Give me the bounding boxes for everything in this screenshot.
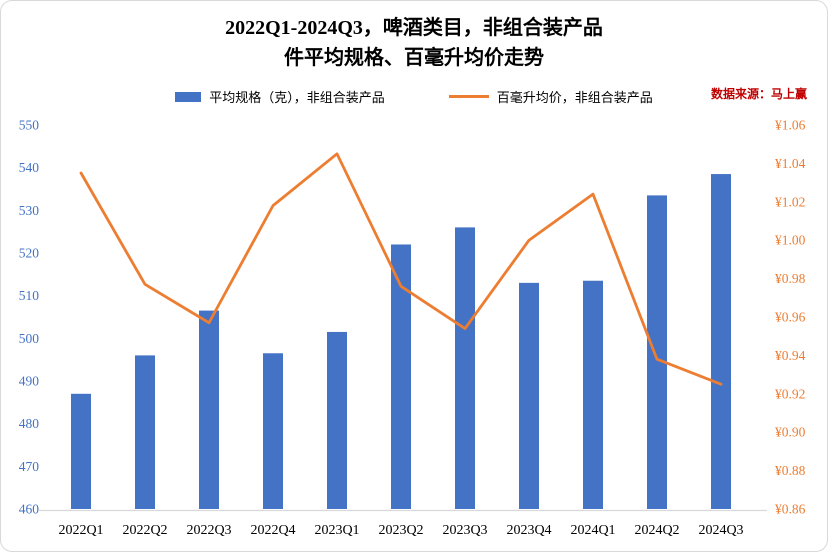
price-line [79, 152, 723, 386]
legend: 平均规格（克），非组合装产品 百毫升均价，非组合装产品 [1, 87, 827, 106]
left-axis-tick-label: 530 [19, 203, 40, 218]
chart-title-line1: 2022Q1-2024Q3，啤酒类目，非组合装产品 [225, 17, 603, 39]
left-axis-tick-label: 520 [19, 246, 40, 261]
line-series-swatch-icon [448, 95, 489, 98]
bar [455, 227, 475, 509]
bar [135, 355, 155, 509]
x-category-label: 2023Q3 [442, 523, 487, 538]
chart-title: 2022Q1-2024Q3，啤酒类目，非组合装产品 件平均规格、百毫升均价走势 [1, 13, 827, 73]
right-axis-tick-label: ¥0.94 [775, 348, 806, 363]
right-axis-tick-label: ¥1.00 [775, 233, 806, 248]
x-category-label: 2023Q2 [378, 523, 423, 538]
source-note: 数据来源：马上赢 [710, 87, 807, 101]
bar [583, 280, 603, 509]
bar [199, 310, 219, 509]
legend-item-line-series: 百毫升均价，非组合装产品 [448, 87, 653, 106]
left-axis-tick-label: 480 [19, 416, 40, 431]
right-axis-tick-label: ¥1.04 [775, 156, 806, 171]
bar [263, 353, 283, 509]
x-category-label: 2023Q4 [506, 523, 551, 538]
right-axis-tick-label: ¥1.06 [775, 118, 806, 133]
x-category-label: 2024Q3 [698, 523, 743, 538]
x-category-label: 2022Q3 [186, 523, 231, 538]
left-axis-tick-label: 500 [19, 331, 40, 346]
right-axis-tick-label: ¥0.98 [775, 271, 806, 286]
right-axis-tick-label: ¥0.88 [775, 463, 806, 478]
legend-line-label: 百毫升均价，非组合装产品 [496, 90, 653, 105]
left-axis-tick-label: 490 [19, 374, 40, 389]
chart-title-line2: 件平均规格、百毫升均价走势 [284, 47, 544, 69]
bar-series-swatch-icon [175, 91, 202, 102]
bar [519, 282, 539, 509]
left-axis-tick-label: 470 [19, 459, 40, 474]
right-axis-tick-label: ¥0.92 [775, 386, 805, 401]
left-axis-tick-label: 460 [19, 502, 40, 517]
right-axis-tick-label: ¥1.02 [775, 194, 805, 209]
bar [711, 174, 731, 510]
x-category-label: 2022Q1 [58, 523, 103, 538]
x-category-label: 2023Q1 [314, 523, 359, 538]
x-category-label: 2022Q2 [122, 523, 167, 538]
right-axis-tick-label: ¥0.96 [775, 310, 806, 325]
x-category-label: 2024Q2 [634, 523, 679, 538]
left-axis-tick-label: 510 [19, 288, 40, 303]
legend-bar-label: 平均规格（克），非组合装产品 [209, 90, 385, 105]
legend-item-bar-series: 平均规格（克），非组合装产品 [175, 87, 385, 106]
x-category-label: 2024Q1 [570, 523, 615, 538]
left-axis-tick-label: 550 [19, 118, 40, 133]
left-axis-tick-label: 540 [19, 160, 40, 175]
bar [647, 195, 667, 509]
x-category-label: 2022Q4 [250, 523, 295, 538]
right-axis-tick-label: ¥0.90 [775, 425, 806, 440]
right-axis-tick-label: ¥0.86 [775, 502, 806, 517]
bar [391, 244, 411, 509]
bar [71, 393, 91, 509]
bar [327, 331, 347, 509]
